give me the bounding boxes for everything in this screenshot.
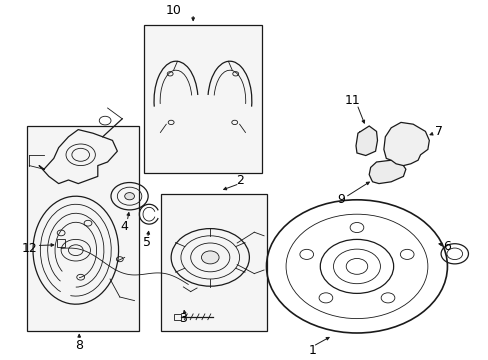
- Bar: [27, 126, 139, 331]
- Bar: [144, 25, 261, 173]
- Text: 2: 2: [235, 174, 243, 186]
- Polygon shape: [355, 126, 377, 156]
- Text: 6: 6: [443, 240, 450, 253]
- Bar: [161, 194, 266, 331]
- Text: 12: 12: [21, 242, 37, 255]
- Text: 4: 4: [121, 220, 128, 233]
- Polygon shape: [368, 160, 405, 184]
- Text: 3: 3: [179, 312, 187, 325]
- Circle shape: [201, 251, 219, 264]
- Circle shape: [124, 193, 134, 200]
- Text: 10: 10: [165, 4, 181, 17]
- Text: 8: 8: [75, 339, 83, 352]
- Text: 1: 1: [308, 345, 316, 357]
- Text: 7: 7: [434, 125, 442, 138]
- Polygon shape: [383, 122, 428, 166]
- Text: 9: 9: [337, 193, 345, 206]
- Bar: [173, 314, 181, 320]
- Bar: [57, 239, 65, 247]
- Text: 11: 11: [344, 94, 359, 107]
- Text: 5: 5: [142, 237, 150, 249]
